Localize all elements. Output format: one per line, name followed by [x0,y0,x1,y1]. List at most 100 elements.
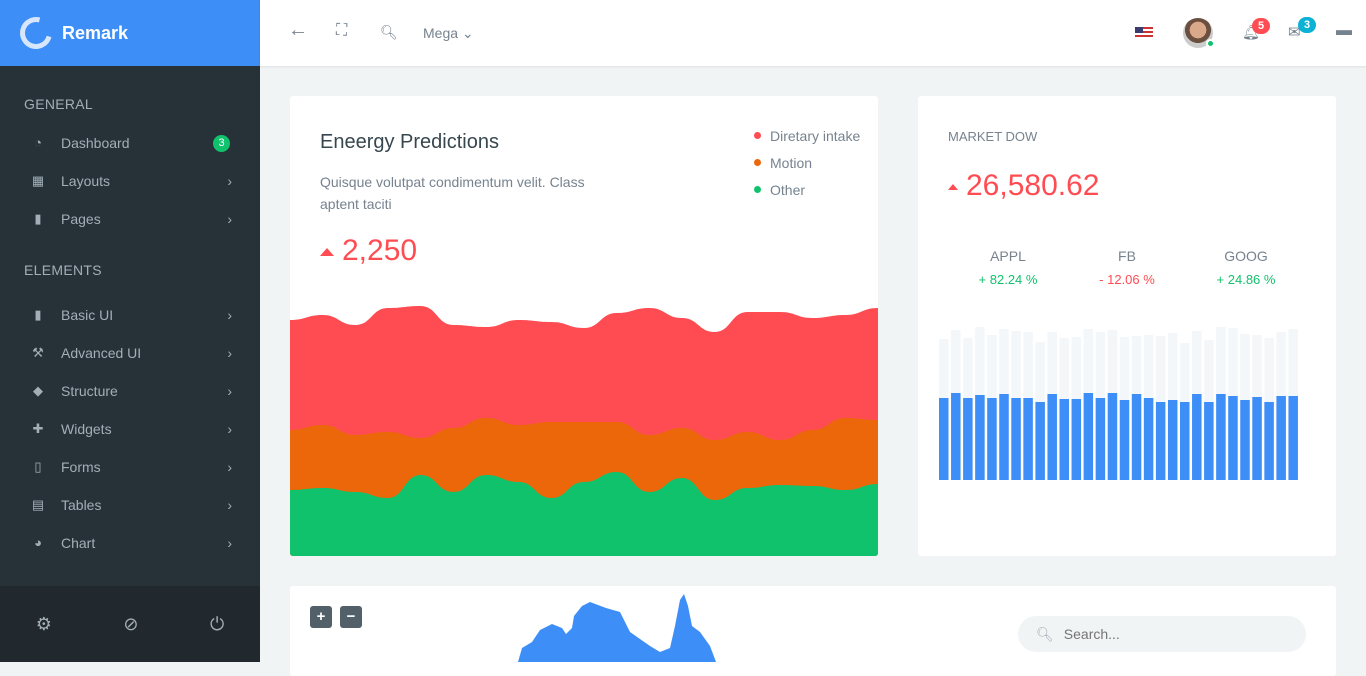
stock-name: APPL [990,248,1026,264]
search-icon: 🔍︎ [1036,625,1054,642]
power-icon[interactable]: ⏻ [209,613,225,634]
sidebar-item-pages[interactable]: ▮ Pages › [0,200,260,238]
puzzle-icon: ◆ [33,383,43,398]
market-bar-chart [939,327,1298,480]
map-search-input[interactable] [1063,626,1245,642]
gauge-icon: ◔ [34,135,42,150]
bar-value [939,398,949,480]
us-flag-icon[interactable] [1135,27,1153,39]
legend-item: Diretary intake [754,122,860,149]
chevron-right-icon: › [227,535,232,551]
sidebar-item-tables[interactable]: ▤ Tables › [0,486,260,524]
label: Basic UI [61,307,114,323]
bar-value [1071,399,1082,480]
legend-label: Diretary intake [770,127,861,144]
eye-slash-icon[interactable]: ⊘ [123,613,139,634]
bar-value [987,398,997,480]
brand[interactable]: Remark [0,0,260,66]
value: 2,250 [342,234,418,267]
chevron-right-icon: › [227,345,232,361]
label: Widgets [61,421,112,437]
label: Tables [61,497,102,513]
sidebar-item-widgets[interactable]: ✚ Widgets › [0,410,260,448]
bar-value [1180,402,1190,480]
bar-value [1119,400,1130,480]
bell-icon[interactable]: 🔔︎ 5 [1242,18,1270,41]
label: Chart [61,535,96,551]
sidebar-item-forms[interactable]: ▯ Forms › [0,448,260,486]
envelope-icon[interactable]: ✉ 3 [1288,17,1316,41]
bar-value [1276,396,1286,480]
legend-item: Motion [754,149,860,176]
bar-value [975,395,985,480]
search-icon[interactable]: 🔍︎ [380,24,398,40]
brand-name: Remark [62,22,129,43]
layout-icon: ▦ [31,173,45,188]
label: Dashboard [61,135,130,151]
table-icon: ▤ [31,497,45,512]
bar-value [1252,397,1262,480]
stock-name: FB [1118,248,1136,264]
topbar: ← ⛶ 🔍︎ Mega ⌄ 🔔︎ 5 ✉ 3 ▬ [260,0,1366,66]
chevron-right-icon: › [227,459,232,475]
map-search[interactable]: 🔍︎ [1018,616,1306,652]
chat-icon[interactable]: ▬ [1336,22,1352,39]
pie-chart-icon: ◕ [34,535,42,550]
label: Layouts [61,173,111,189]
sidebar-item-dashboard[interactable]: ◔ Dashboard 3 [0,124,260,162]
chevron-down-icon: ⌄ [461,25,474,41]
bar-value [1240,400,1250,480]
stock-change: - 12.06 % [1099,272,1155,287]
market-title: MARKET DOW [948,129,1038,144]
energy-value: 2,250 [320,234,417,268]
bar-value [1047,394,1057,480]
sidebar-item-basic-ui[interactable]: ▮ Basic UI › [0,296,260,334]
sidebar-item-chart[interactable]: ◕ Chart › [0,524,260,562]
bar-value [1011,398,1021,480]
bar-value [1228,396,1238,480]
energy-title: Eneergy Predictions [320,131,499,153]
australia-map[interactable] [510,586,770,666]
bar-value [1131,394,1142,480]
bar-value [1264,402,1274,480]
stock-goog: GOOG + 24.86 % [1186,248,1306,287]
value: 26,580.62 [966,169,1100,202]
fullscreen-icon[interactable]: ⛶ [336,22,348,39]
bar-value [1107,393,1118,480]
stock-fb: FB - 12.06 % [1067,248,1187,287]
sidebar-item-structure[interactable]: ◆ Structure › [0,372,260,410]
settings-icon[interactable]: ⚙ [35,613,52,634]
energy-area-chart [290,306,878,556]
bar-value [1288,396,1298,480]
bookmark-icon: ▮ [34,307,42,322]
chevron-right-icon: › [227,173,232,189]
bar-value [1095,398,1106,480]
hammer-icon: ⚒ [32,345,44,360]
sidebar-item-advanced-ui[interactable]: ⚒ Advanced UI › [0,334,260,372]
bar-value [1143,398,1154,480]
map-card: + − 🔍︎ [290,586,1336,676]
chevron-right-icon: › [227,497,232,513]
zoom-out-button[interactable]: − [340,606,362,628]
bar-value [1192,394,1202,480]
energy-card: Eneergy Predictions Quisque volutpat con… [290,96,878,556]
energy-description: Quisque volutpat condimentum velit. Clas… [320,174,585,212]
legend-label: Other [770,181,806,198]
logo-icon [14,11,58,55]
zoom-in-button[interactable]: + [310,606,332,628]
back-arrow-icon[interactable]: ← [288,19,308,41]
chevron-right-icon: › [227,211,232,227]
bar-value [1059,399,1069,480]
puzzle-piece-icon: ✚ [32,421,44,436]
sidebar-item-layouts[interactable]: ▦ Layouts › [0,162,260,200]
area-series-other [290,472,878,556]
dashboard-badge: 3 [213,134,230,152]
label: Structure [61,383,118,399]
caret-up-icon [948,184,958,191]
mega-menu[interactable]: Mega ⌄ [423,25,474,42]
chevron-right-icon: › [227,307,232,323]
file-icon: ▮ [34,211,42,226]
bar-value [951,393,961,480]
bar-value [1204,402,1214,480]
avatar[interactable] [1183,18,1215,48]
